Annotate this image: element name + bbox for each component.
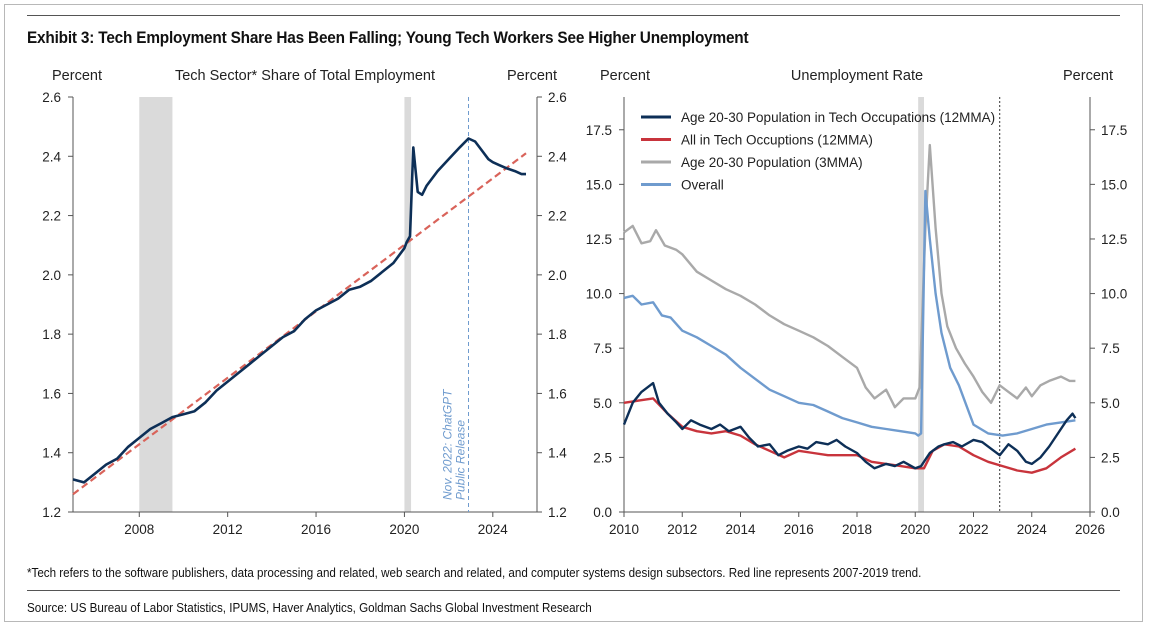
left-chatgpt-annotation: Nov. 2022: ChatGPTPublic Release (441, 388, 468, 500)
top-rule (27, 15, 1120, 16)
left-ytick-label-5: 2.2 (42, 209, 61, 224)
left-ytick-label-right-5: 2.2 (548, 209, 567, 224)
right-ytick-label-right-6: 15.0 (1101, 177, 1127, 192)
right-legend-label-1: All in Tech Occuptions (12MMA) (681, 133, 873, 148)
left-ytick-label-4: 2.0 (42, 268, 61, 283)
right-ytick-label-0: 0.0 (593, 505, 612, 520)
left-chatgpt-annotation-line-1: Public Release (454, 420, 468, 500)
right-series-line-2 (623, 143, 1076, 409)
right-chart-title: Unemployment Rate (791, 68, 923, 84)
right-ytick-label-5: 12.5 (586, 232, 612, 247)
right-ytick-label-4: 10.0 (586, 287, 612, 302)
left-ytick-label-right-6: 2.4 (548, 149, 567, 164)
left-chart-title: Tech Sector* Share of Total Employment (175, 68, 435, 84)
right-xtick-label-6: 2022 (958, 522, 988, 537)
right-xtick-label-4: 2018 (842, 522, 872, 537)
right-ytick-label-right-7: 17.5 (1101, 123, 1127, 138)
left-ytick-label-right-7: 2.6 (548, 90, 567, 105)
right-ytick-label-right-5: 12.5 (1101, 232, 1127, 247)
source-line: Source: US Bureau of Labor Statistics, I… (27, 601, 592, 615)
right-series-line-3 (623, 189, 1076, 437)
right-ytick-label-right-3: 7.5 (1101, 341, 1120, 356)
exhibit-frame (4, 4, 1143, 622)
right-ytick-label-right-2: 5.0 (1101, 396, 1120, 411)
right-ylabel-left: Percent (600, 68, 650, 84)
left-xtick-label-4: 2024 (478, 522, 509, 537)
left-ytick-label-right-3: 1.8 (548, 327, 567, 342)
right-ytick-label-right-0: 0.0 (1101, 505, 1120, 520)
right-xtick-label-5: 2020 (900, 522, 930, 537)
right-ytick-label-7: 17.5 (586, 123, 612, 138)
left-ylabel-left: Percent (52, 68, 102, 84)
left-ytick-label-6: 2.4 (42, 149, 61, 164)
left-tech-share-line (72, 137, 526, 484)
left-ytick-label-0: 1.2 (42, 505, 61, 520)
right-legend-label-3: Overall (681, 178, 724, 193)
left-ytick-label-1: 1.4 (42, 446, 61, 461)
left-recession-band-1 (404, 97, 412, 512)
right-xtick-label-8: 2026 (1075, 522, 1105, 537)
left-xtick-label-0: 2008 (124, 522, 154, 537)
left-ytick-label-right-4: 2.0 (548, 268, 567, 283)
left-xtick-label-3: 2020 (389, 522, 419, 537)
left-chatgpt-annotation-line-0: Nov. 2022: ChatGPT (441, 388, 455, 500)
right-xtick-label-7: 2024 (1017, 522, 1048, 537)
right-xtick-label-1: 2012 (667, 522, 697, 537)
left-ytick-label-3: 1.8 (42, 327, 61, 342)
right-legend-label-2: Age 20-30 Population (3MMA) (681, 155, 863, 170)
right-series-line-1 (623, 397, 1077, 474)
left-xtick-label-2: 2016 (301, 522, 331, 537)
right-xtick-label-2: 2014 (725, 522, 756, 537)
left-recession-band-0 (139, 97, 173, 512)
right-xtick-label-3: 2016 (784, 522, 814, 537)
right-ytick-label-right-1: 2.5 (1101, 450, 1120, 465)
left-ylabel-right: Percent (507, 68, 557, 84)
right-ytick-label-right-4: 10.0 (1101, 287, 1127, 302)
right-ytick-label-3: 7.5 (593, 341, 612, 356)
right-legend-label-0: Age 20-30 Population in Tech Occupations… (681, 110, 995, 125)
left-ytick-label-right-1: 1.4 (548, 446, 567, 461)
right-ylabel-right: Percent (1063, 68, 1113, 84)
right-xtick-label-0: 2010 (609, 522, 639, 537)
left-ytick-label-2: 1.6 (42, 386, 61, 401)
exhibit-title: Exhibit 3: Tech Employment Share Has Bee… (27, 29, 749, 47)
right-ytick-label-1: 2.5 (593, 450, 612, 465)
right-recession-band-0 (918, 97, 924, 512)
left-trend-line (72, 152, 527, 496)
right-ytick-label-6: 15.0 (586, 177, 612, 192)
left-ytick-label-7: 2.6 (42, 90, 61, 105)
left-ytick-label-right-0: 1.2 (548, 505, 567, 520)
left-ytick-label-right-2: 1.6 (548, 386, 567, 401)
source-rule (27, 590, 1120, 591)
footnote: *Tech refers to the software publishers,… (27, 566, 922, 580)
right-series-line-0 (622, 381, 1077, 470)
right-ytick-label-2: 5.0 (593, 396, 612, 411)
left-xtick-label-1: 2012 (213, 522, 243, 537)
